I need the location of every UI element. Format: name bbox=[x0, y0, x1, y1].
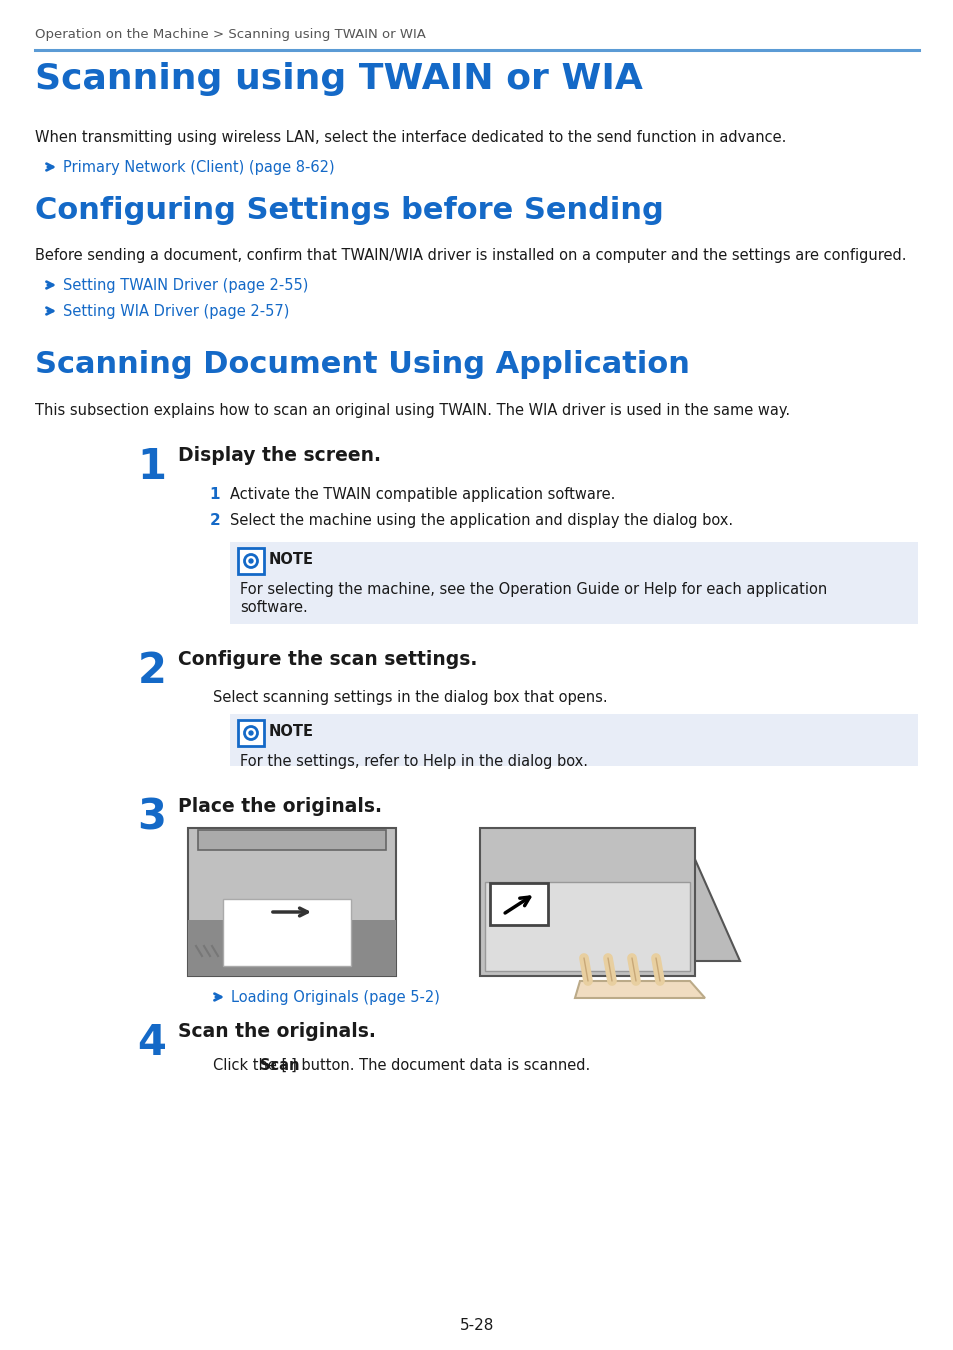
Text: 4: 4 bbox=[137, 1022, 166, 1064]
Text: Configure the scan settings.: Configure the scan settings. bbox=[178, 649, 476, 670]
FancyBboxPatch shape bbox=[230, 714, 917, 765]
FancyBboxPatch shape bbox=[223, 899, 351, 967]
Text: Select scanning settings in the dialog box that opens.: Select scanning settings in the dialog b… bbox=[213, 690, 607, 705]
FancyBboxPatch shape bbox=[237, 548, 264, 574]
Text: Scan the originals.: Scan the originals. bbox=[178, 1022, 375, 1041]
Text: 5-28: 5-28 bbox=[459, 1318, 494, 1332]
Text: 2: 2 bbox=[210, 513, 220, 528]
Text: Configuring Settings before Sending: Configuring Settings before Sending bbox=[35, 196, 663, 225]
Text: Click the [: Click the [ bbox=[213, 1058, 287, 1073]
FancyBboxPatch shape bbox=[230, 541, 917, 624]
Text: Scanning Document Using Application: Scanning Document Using Application bbox=[35, 350, 689, 379]
Text: For selecting the machine, see the Operation Guide or Help for each application: For selecting the machine, see the Opera… bbox=[240, 582, 826, 597]
Text: Scanning using TWAIN or WIA: Scanning using TWAIN or WIA bbox=[35, 62, 642, 96]
Text: Place the originals.: Place the originals. bbox=[178, 796, 381, 815]
FancyBboxPatch shape bbox=[484, 882, 689, 971]
FancyBboxPatch shape bbox=[188, 828, 395, 976]
Text: Loading Originals (page 5-2): Loading Originals (page 5-2) bbox=[231, 990, 439, 1004]
Text: Scan: Scan bbox=[260, 1058, 299, 1073]
Text: 1: 1 bbox=[137, 446, 167, 487]
Text: NOTE: NOTE bbox=[269, 552, 314, 567]
Text: Display the screen.: Display the screen. bbox=[178, 446, 380, 464]
Circle shape bbox=[249, 559, 253, 563]
FancyBboxPatch shape bbox=[198, 830, 386, 850]
FancyBboxPatch shape bbox=[188, 919, 395, 976]
Text: software.: software. bbox=[240, 599, 308, 616]
Text: When transmitting using wireless LAN, select the interface dedicated to the send: When transmitting using wireless LAN, se… bbox=[35, 130, 785, 144]
Text: For the settings, refer to Help in the dialog box.: For the settings, refer to Help in the d… bbox=[240, 755, 587, 770]
Text: Setting WIA Driver (page 2-57): Setting WIA Driver (page 2-57) bbox=[63, 304, 289, 319]
Text: ] button. The document data is scanned.: ] button. The document data is scanned. bbox=[291, 1058, 590, 1073]
Text: NOTE: NOTE bbox=[269, 724, 314, 738]
Text: 2: 2 bbox=[137, 649, 166, 693]
Text: 1: 1 bbox=[210, 487, 220, 502]
Text: Select the machine using the application and display the dialog box.: Select the machine using the application… bbox=[230, 513, 732, 528]
Polygon shape bbox=[575, 981, 704, 998]
Text: Primary Network (Client) (page 8-62): Primary Network (Client) (page 8-62) bbox=[63, 161, 335, 176]
Text: Setting TWAIN Driver (page 2-55): Setting TWAIN Driver (page 2-55) bbox=[63, 278, 308, 293]
Text: Activate the TWAIN compatible application software.: Activate the TWAIN compatible applicatio… bbox=[230, 487, 615, 502]
Circle shape bbox=[249, 730, 253, 734]
Text: Before sending a document, confirm that TWAIN/WIA driver is installed on a compu: Before sending a document, confirm that … bbox=[35, 248, 905, 263]
FancyBboxPatch shape bbox=[237, 720, 264, 747]
Text: Operation on the Machine > Scanning using TWAIN or WIA: Operation on the Machine > Scanning usin… bbox=[35, 28, 425, 40]
Text: This subsection explains how to scan an original using TWAIN. The WIA driver is : This subsection explains how to scan an … bbox=[35, 404, 789, 418]
FancyBboxPatch shape bbox=[490, 883, 547, 925]
Text: 3: 3 bbox=[137, 796, 167, 838]
Polygon shape bbox=[495, 848, 740, 961]
FancyBboxPatch shape bbox=[479, 828, 695, 976]
